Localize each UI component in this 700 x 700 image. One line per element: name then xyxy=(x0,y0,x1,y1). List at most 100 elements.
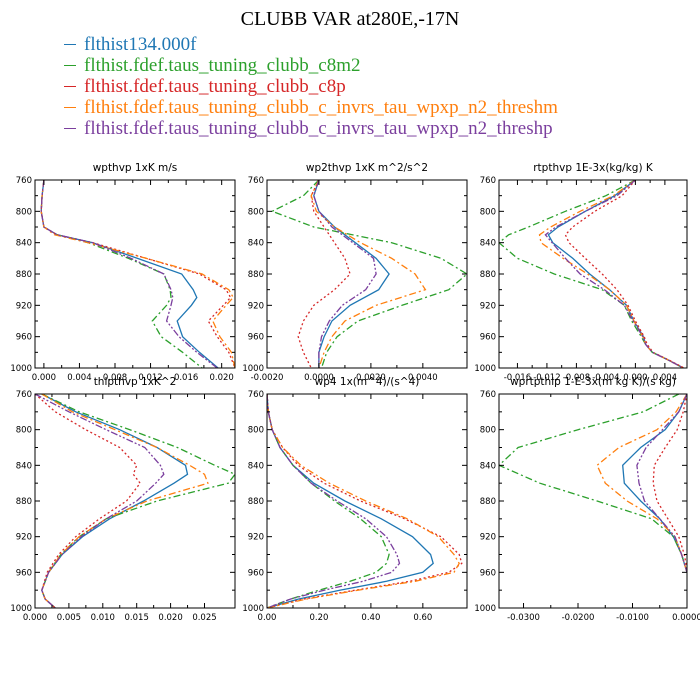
panel-title: wp2thvp 1xK m^2/s^2 xyxy=(306,162,428,174)
legend-line-swatch xyxy=(64,44,76,45)
y-tick-label: 920 xyxy=(248,533,264,543)
x-tick-label: 0.0000 xyxy=(672,613,700,623)
x-tick-label: 0.0000 xyxy=(304,373,334,383)
panel-title: wp4 1x(m^4)/(s^4) xyxy=(315,376,420,388)
legend-entry: flthist.fdef.taus_tuning_clubb_c_invrs_t… xyxy=(64,118,558,139)
x-tick-label: -0.012 xyxy=(533,373,560,383)
y-tick-label: 880 xyxy=(16,270,32,280)
x-tick-label: 0.000 xyxy=(23,613,47,623)
x-tick-label: 0.004 xyxy=(653,373,677,383)
y-tick-label: 840 xyxy=(16,239,32,249)
figure-title: CLUBB VAR at280E,-17N xyxy=(240,8,460,30)
y-tick-label: 920 xyxy=(16,301,32,311)
y-tick-label: 760 xyxy=(480,176,496,186)
series-line xyxy=(267,394,401,608)
y-tick-label: 1000 xyxy=(474,364,496,374)
x-tick-label: -0.0100 xyxy=(616,613,649,623)
y-tick-label: 760 xyxy=(16,176,32,186)
x-tick-label: 0.010 xyxy=(91,613,115,623)
x-tick-label: -0.0200 xyxy=(562,613,595,623)
y-tick-label: 880 xyxy=(248,270,264,280)
x-tick-label: 0.005 xyxy=(57,613,81,623)
series-line xyxy=(499,394,687,573)
y-tick-label: 920 xyxy=(248,301,264,311)
x-tick-label: 0.00 xyxy=(258,613,277,623)
panel-title: thlpthvp 1xK^2 xyxy=(94,376,177,388)
series-line xyxy=(267,394,434,608)
series-line xyxy=(544,180,684,368)
x-tick-label: 0.004 xyxy=(67,373,91,383)
legend-entry: flthist134.000f xyxy=(64,34,558,55)
x-tick-label: 0.0040 xyxy=(408,373,438,383)
y-tick-label: 840 xyxy=(480,461,496,471)
y-tick-label: 880 xyxy=(248,497,264,507)
x-tick-label: 0.20 xyxy=(309,613,328,623)
x-tick-label: 0.025 xyxy=(192,613,216,623)
series-line xyxy=(313,180,377,368)
y-tick-label: 1000 xyxy=(242,364,264,374)
legend-line-swatch xyxy=(64,65,76,66)
x-tick-label: -0.004 xyxy=(592,373,619,383)
x-tick-label: -0.0020 xyxy=(251,373,284,383)
legend-label: flthist.fdef.taus_tuning_clubb_c8m2 xyxy=(84,55,361,76)
legend-line-swatch xyxy=(64,107,76,108)
x-tick-label: 0.020 xyxy=(158,613,182,623)
y-tick-label: 1000 xyxy=(10,604,32,614)
series-line xyxy=(564,180,685,368)
y-tick-label: 960 xyxy=(16,333,32,343)
x-tick-label: -0.016 xyxy=(504,373,531,383)
series-line xyxy=(40,180,203,368)
x-tick-label: 0.008 xyxy=(103,373,127,383)
x-tick-label: 0.015 xyxy=(125,613,149,623)
series-line xyxy=(267,394,390,608)
y-tick-label: 880 xyxy=(16,497,32,507)
series-line xyxy=(41,394,235,608)
y-tick-label: 1000 xyxy=(474,604,496,614)
y-tick-label: 880 xyxy=(480,270,496,280)
series-line xyxy=(547,180,684,368)
y-tick-label: 960 xyxy=(480,568,496,578)
chart-panel: rtpthvp 1E-3x(kg/kg) K 760 800 840 880 920 960… xyxy=(474,162,688,383)
y-tick-label: 1000 xyxy=(10,364,32,374)
plot-frame xyxy=(34,179,236,369)
series-line xyxy=(35,394,141,608)
series-line xyxy=(267,394,460,608)
series-line xyxy=(41,394,209,608)
series-line xyxy=(40,180,218,368)
y-tick-label: 760 xyxy=(248,390,264,400)
x-tick-label: 0.020 xyxy=(209,373,233,383)
series-line xyxy=(40,180,235,368)
y-tick-label: 800 xyxy=(16,207,32,217)
series-line xyxy=(499,180,684,368)
legend-label: flthist.fdef.taus_tuning_clubb_c_invrs_t… xyxy=(84,118,553,139)
y-tick-label: 960 xyxy=(248,568,264,578)
y-tick-label: 760 xyxy=(16,390,32,400)
legend-label: flthist134.000f xyxy=(84,34,197,55)
chart-panel: wpthvp 1xK m/s76080084088092096010000.00… xyxy=(10,162,236,383)
x-tick-label: 0.016 xyxy=(174,373,198,383)
series-line xyxy=(310,180,427,368)
y-tick-label: 800 xyxy=(16,426,32,436)
chart-panel: wp4 1x(m^4)/(s^4)76080084088092096010000… xyxy=(242,376,468,623)
legend-entry: flthist.fdef.taus_tuning_clubb_c_invrs_t… xyxy=(64,97,558,118)
x-tick-label: 0.012 xyxy=(138,373,162,383)
y-tick-label: 760 xyxy=(480,390,496,400)
series-line xyxy=(636,394,687,573)
y-tick-label: 760 xyxy=(248,176,264,186)
legend-label: flthist.fdef.taus_tuning_clubb_c8p xyxy=(84,76,346,97)
chart-panel: thlpthvp 1xK^276080084088092096010000.00… xyxy=(10,376,236,623)
x-tick-label: -0.008 xyxy=(563,373,590,383)
y-tick-label: 960 xyxy=(480,333,496,343)
y-tick-label: 840 xyxy=(248,461,264,471)
legend: flthist134.000f flthist.fdef.taus_tuning… xyxy=(64,34,558,139)
x-tick-label: 0.60 xyxy=(413,613,432,623)
x-tick-label: 0.0020 xyxy=(356,373,386,383)
x-tick-label: 0.000 xyxy=(623,373,647,383)
y-tick-label: 920 xyxy=(16,533,32,543)
series-line xyxy=(40,180,219,368)
y-tick-label: 840 xyxy=(248,239,264,249)
y-tick-label: 800 xyxy=(480,426,496,436)
y-tick-label: 800 xyxy=(248,207,264,217)
y-tick-label: 960 xyxy=(16,568,32,578)
